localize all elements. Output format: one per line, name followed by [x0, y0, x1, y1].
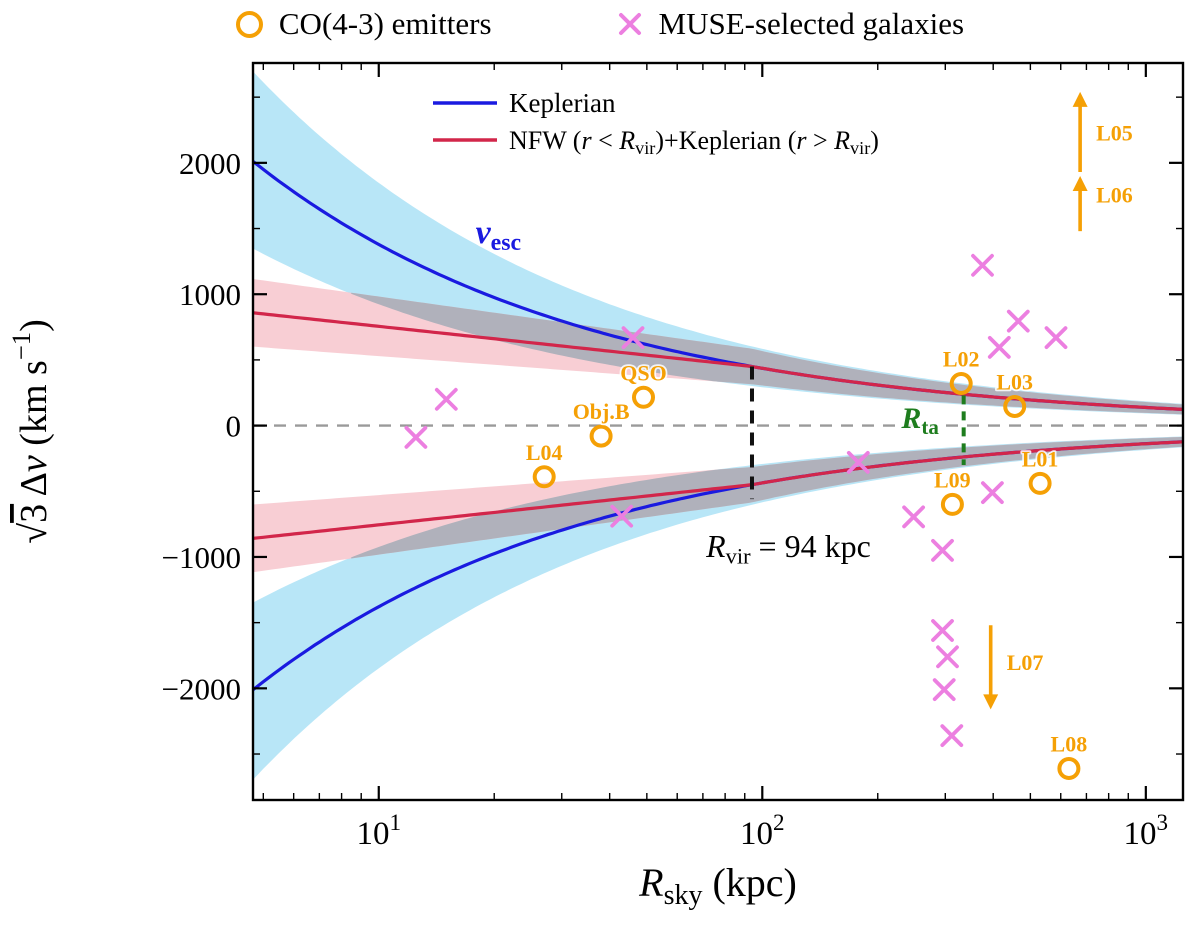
x-tick-label: 103	[1124, 809, 1169, 852]
legend-muse-label: MUSE-selected galaxies	[658, 6, 965, 41]
nfw-curve	[253, 440, 1183, 540]
y-axis-label: √3 Δv (km s−1)	[6, 319, 55, 544]
figure-legend: CO(4-3) emitters MUSE-selected galaxies	[0, 6, 1200, 42]
co-emitter-label: L01	[1022, 446, 1059, 471]
plot-area	[253, 71, 1183, 780]
y-tick-label: −2000	[162, 671, 241, 706]
co-emitter-marker	[949, 372, 973, 395]
vesc-label: vesc	[476, 214, 521, 256]
x-tick-label: 102	[740, 809, 785, 852]
y-tick-label: 1000	[179, 277, 241, 312]
y-tick-label: −1000	[162, 540, 241, 575]
legend-co-item: CO(4-3) emitters	[235, 6, 492, 42]
muse-galaxy-marker	[404, 426, 428, 449]
co-emitter-label: Obj.B	[573, 399, 630, 424]
muse-galaxy-marker	[610, 504, 634, 528]
upper-limit-arrow	[1072, 91, 1088, 173]
legend-co-label: CO(4-3) emitters	[278, 6, 492, 41]
overlap-band	[351, 292, 1183, 415]
co-emitter-label: L04	[526, 440, 563, 465]
co-emitter-marker	[532, 465, 556, 489]
muse-galaxy-marker	[1044, 326, 1068, 349]
y-tick-label: 0	[226, 409, 242, 444]
legend-muse-item: MUSE-selected galaxies	[617, 6, 965, 42]
co-emitter-label: L03	[996, 370, 1033, 395]
legend-keplerian-label: Keplerian	[509, 88, 616, 118]
co-emitter-marker	[940, 492, 964, 516]
muse-galaxy-marker	[940, 724, 964, 747]
muse-galaxy-marker	[931, 539, 954, 562]
lower-limit-arrow	[983, 625, 999, 710]
muse-galaxy-marker	[1006, 309, 1030, 333]
y-tick-label: 2000	[179, 146, 241, 181]
co-emitter-label: L02	[943, 347, 980, 372]
co-emitter-label: QSO	[620, 360, 666, 385]
muse-galaxy-marker	[971, 253, 994, 277]
co-emitter-label: L09	[934, 467, 971, 492]
muse-galaxy-marker	[621, 326, 645, 349]
co-emitter-label: L08	[1051, 731, 1088, 756]
overlap-band	[351, 436, 1183, 559]
muse-galaxy-marker	[434, 387, 458, 411]
muse-galaxy-marker	[902, 505, 925, 529]
muse-galaxy-marker	[931, 619, 954, 642]
legend-nfw-label: NFW (r < Rvir)+Keplerian (r > Rvir)	[509, 126, 879, 158]
co-emitter-marker	[589, 424, 613, 448]
co-emitter-marker	[632, 385, 655, 409]
muse-galaxy-marker	[981, 481, 1004, 504]
co-emitter-marker	[1028, 471, 1052, 495]
co-emitter-marker	[1003, 395, 1027, 418]
rta-label: Rta	[900, 402, 939, 439]
muse-galaxy-marker	[936, 645, 959, 669]
plot-border	[251, 61, 1185, 802]
x-axis-label: Rsky (kpc)	[638, 860, 797, 911]
limit-label: L05	[1096, 121, 1133, 146]
co-emitter-marker	[1057, 757, 1081, 780]
limit-label: L06	[1096, 182, 1133, 207]
limit-label: L07	[1007, 650, 1044, 675]
muse-galaxy-marker	[932, 678, 956, 701]
muse-galaxy-legend-icon	[618, 13, 641, 35]
co-emitter-legend-icon	[235, 10, 263, 38]
muse-galaxy-marker	[987, 336, 1011, 359]
nfw-curve	[253, 311, 1183, 411]
muse-galaxy-marker	[846, 451, 870, 474]
rvir-label: Rvir = 94 kpc	[705, 528, 871, 568]
upper-limit-arrow	[1072, 175, 1088, 232]
x-tick-label: 101	[356, 809, 401, 852]
